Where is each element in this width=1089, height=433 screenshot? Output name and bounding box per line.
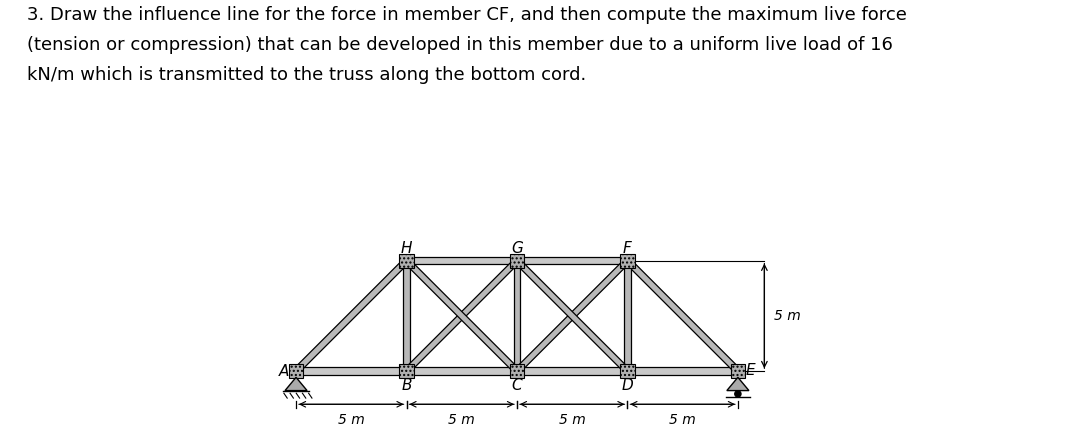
Bar <box>400 364 414 378</box>
Polygon shape <box>296 368 406 375</box>
Bar <box>510 253 524 268</box>
Polygon shape <box>403 261 409 371</box>
Text: G: G <box>511 241 523 256</box>
Bar <box>289 364 303 378</box>
Bar <box>400 253 414 268</box>
Circle shape <box>735 391 741 397</box>
Text: A: A <box>279 364 289 378</box>
Polygon shape <box>627 368 738 375</box>
Text: F: F <box>623 241 632 256</box>
Polygon shape <box>515 259 629 373</box>
Polygon shape <box>406 368 517 375</box>
Polygon shape <box>515 259 629 373</box>
Bar <box>510 364 524 378</box>
Text: 5 m: 5 m <box>449 413 475 427</box>
Polygon shape <box>624 261 631 371</box>
Polygon shape <box>517 257 627 264</box>
Bar <box>731 364 745 378</box>
Polygon shape <box>294 259 408 374</box>
Bar <box>621 364 635 378</box>
Polygon shape <box>285 377 307 391</box>
Text: 5 m: 5 m <box>338 413 365 427</box>
Text: 3. Draw the influence line for the force in member CF, and then compute the maxi: 3. Draw the influence line for the force… <box>27 6 907 84</box>
Text: 5 m: 5 m <box>670 413 696 427</box>
Text: B: B <box>401 378 412 393</box>
Text: H: H <box>401 241 413 256</box>
Text: D: D <box>622 378 634 393</box>
Polygon shape <box>625 259 741 374</box>
Text: 5 m: 5 m <box>774 309 802 323</box>
Text: C: C <box>512 378 523 393</box>
Text: E: E <box>745 362 755 378</box>
Text: 5 m: 5 m <box>559 413 586 427</box>
Polygon shape <box>406 257 517 264</box>
Polygon shape <box>404 259 519 373</box>
Polygon shape <box>404 259 519 373</box>
Polygon shape <box>514 261 521 371</box>
Bar <box>621 253 635 268</box>
Polygon shape <box>726 377 749 391</box>
Polygon shape <box>517 368 627 375</box>
